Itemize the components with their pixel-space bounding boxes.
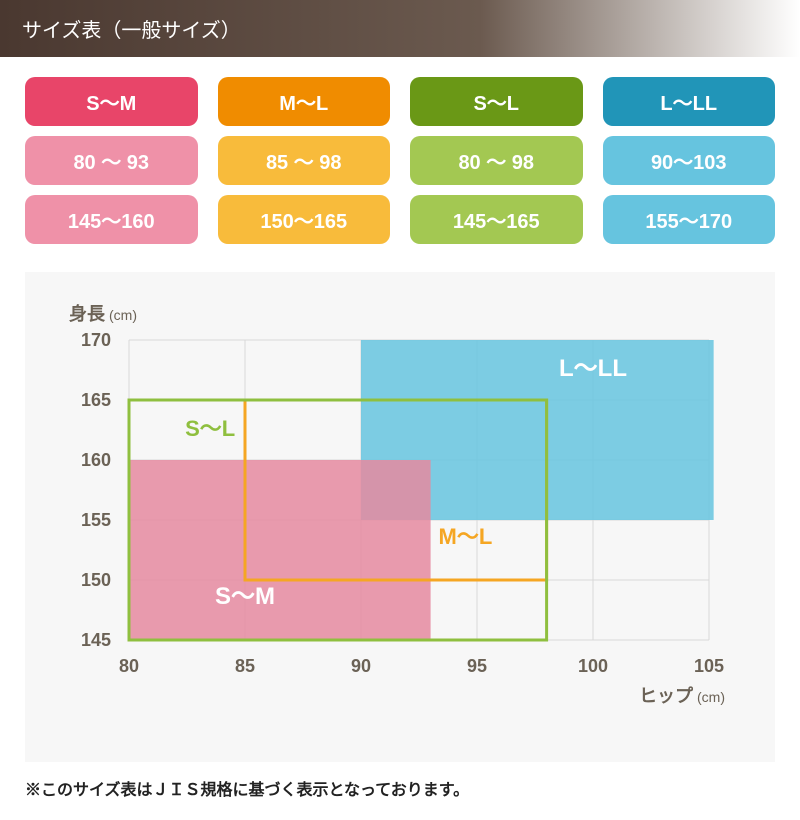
ytick-label: 170 [81, 330, 111, 350]
size-cell-label: S～M [25, 77, 198, 126]
header-title: サイズ表（一般サイズ） [22, 20, 241, 42]
page-header: サイズ表（一般サイズ） [0, 0, 800, 57]
size-cell-hip: 80 ～ 98 [410, 136, 583, 185]
size-column: S～L 80 ～ 98 145～165 [410, 77, 583, 244]
size-cell-label: L～LL [603, 77, 776, 126]
size-cell-height: 145～165 [410, 195, 583, 244]
range-label: S～L [185, 416, 235, 441]
chart-area: 身長(cm)14515015516016517080859095100105L～… [39, 290, 753, 750]
x-axis-unit: (cm) [697, 689, 725, 705]
xtick-label: 100 [578, 656, 608, 676]
ytick-label: 145 [81, 630, 111, 650]
range-label: L～LL [559, 355, 627, 382]
size-cell-label: S～L [410, 77, 583, 126]
size-column: M～L 85 ～ 98 150～165 [218, 77, 391, 244]
size-cell-height: 155～170 [603, 195, 776, 244]
x-axis-label: ヒップ [639, 685, 694, 706]
ytick-label: 150 [81, 570, 111, 590]
ytick-label: 165 [81, 390, 111, 410]
footnote: ※このサイズ表はＪＩＳ規格に基づく表示となっております。 [0, 770, 800, 820]
size-cell-hip: 90～103 [603, 136, 776, 185]
xtick-label: 95 [467, 656, 487, 676]
size-cell-label: M～L [218, 77, 391, 126]
range-box [129, 460, 431, 640]
y-axis-unit: (cm) [109, 307, 137, 323]
size-column: L～LL 90～103 155～170 [603, 77, 776, 244]
xtick-label: 105 [694, 656, 724, 676]
xtick-label: 90 [351, 656, 371, 676]
size-column: S～M 80 ～ 93 145～160 [25, 77, 198, 244]
size-table: S～M 80 ～ 93 145～160 M～L 85 ～ 98 150～165 S～L 80 … [0, 57, 800, 254]
range-label: S～M [215, 583, 275, 610]
y-axis-label: 身長 [69, 303, 106, 324]
size-cell-height: 145～160 [25, 195, 198, 244]
xtick-label: 85 [235, 656, 255, 676]
size-range-chart: 身長(cm)14515015516016517080859095100105L～… [39, 290, 739, 730]
xtick-label: 80 [119, 656, 139, 676]
size-cell-height: 150～165 [218, 195, 391, 244]
ytick-label: 160 [81, 450, 111, 470]
range-label: M～L [439, 524, 493, 549]
size-cell-hip: 80 ～ 93 [25, 136, 198, 185]
chart-container: 身長(cm)14515015516016517080859095100105L～… [25, 272, 775, 762]
size-cell-hip: 85 ～ 98 [218, 136, 391, 185]
ytick-label: 155 [81, 510, 111, 530]
